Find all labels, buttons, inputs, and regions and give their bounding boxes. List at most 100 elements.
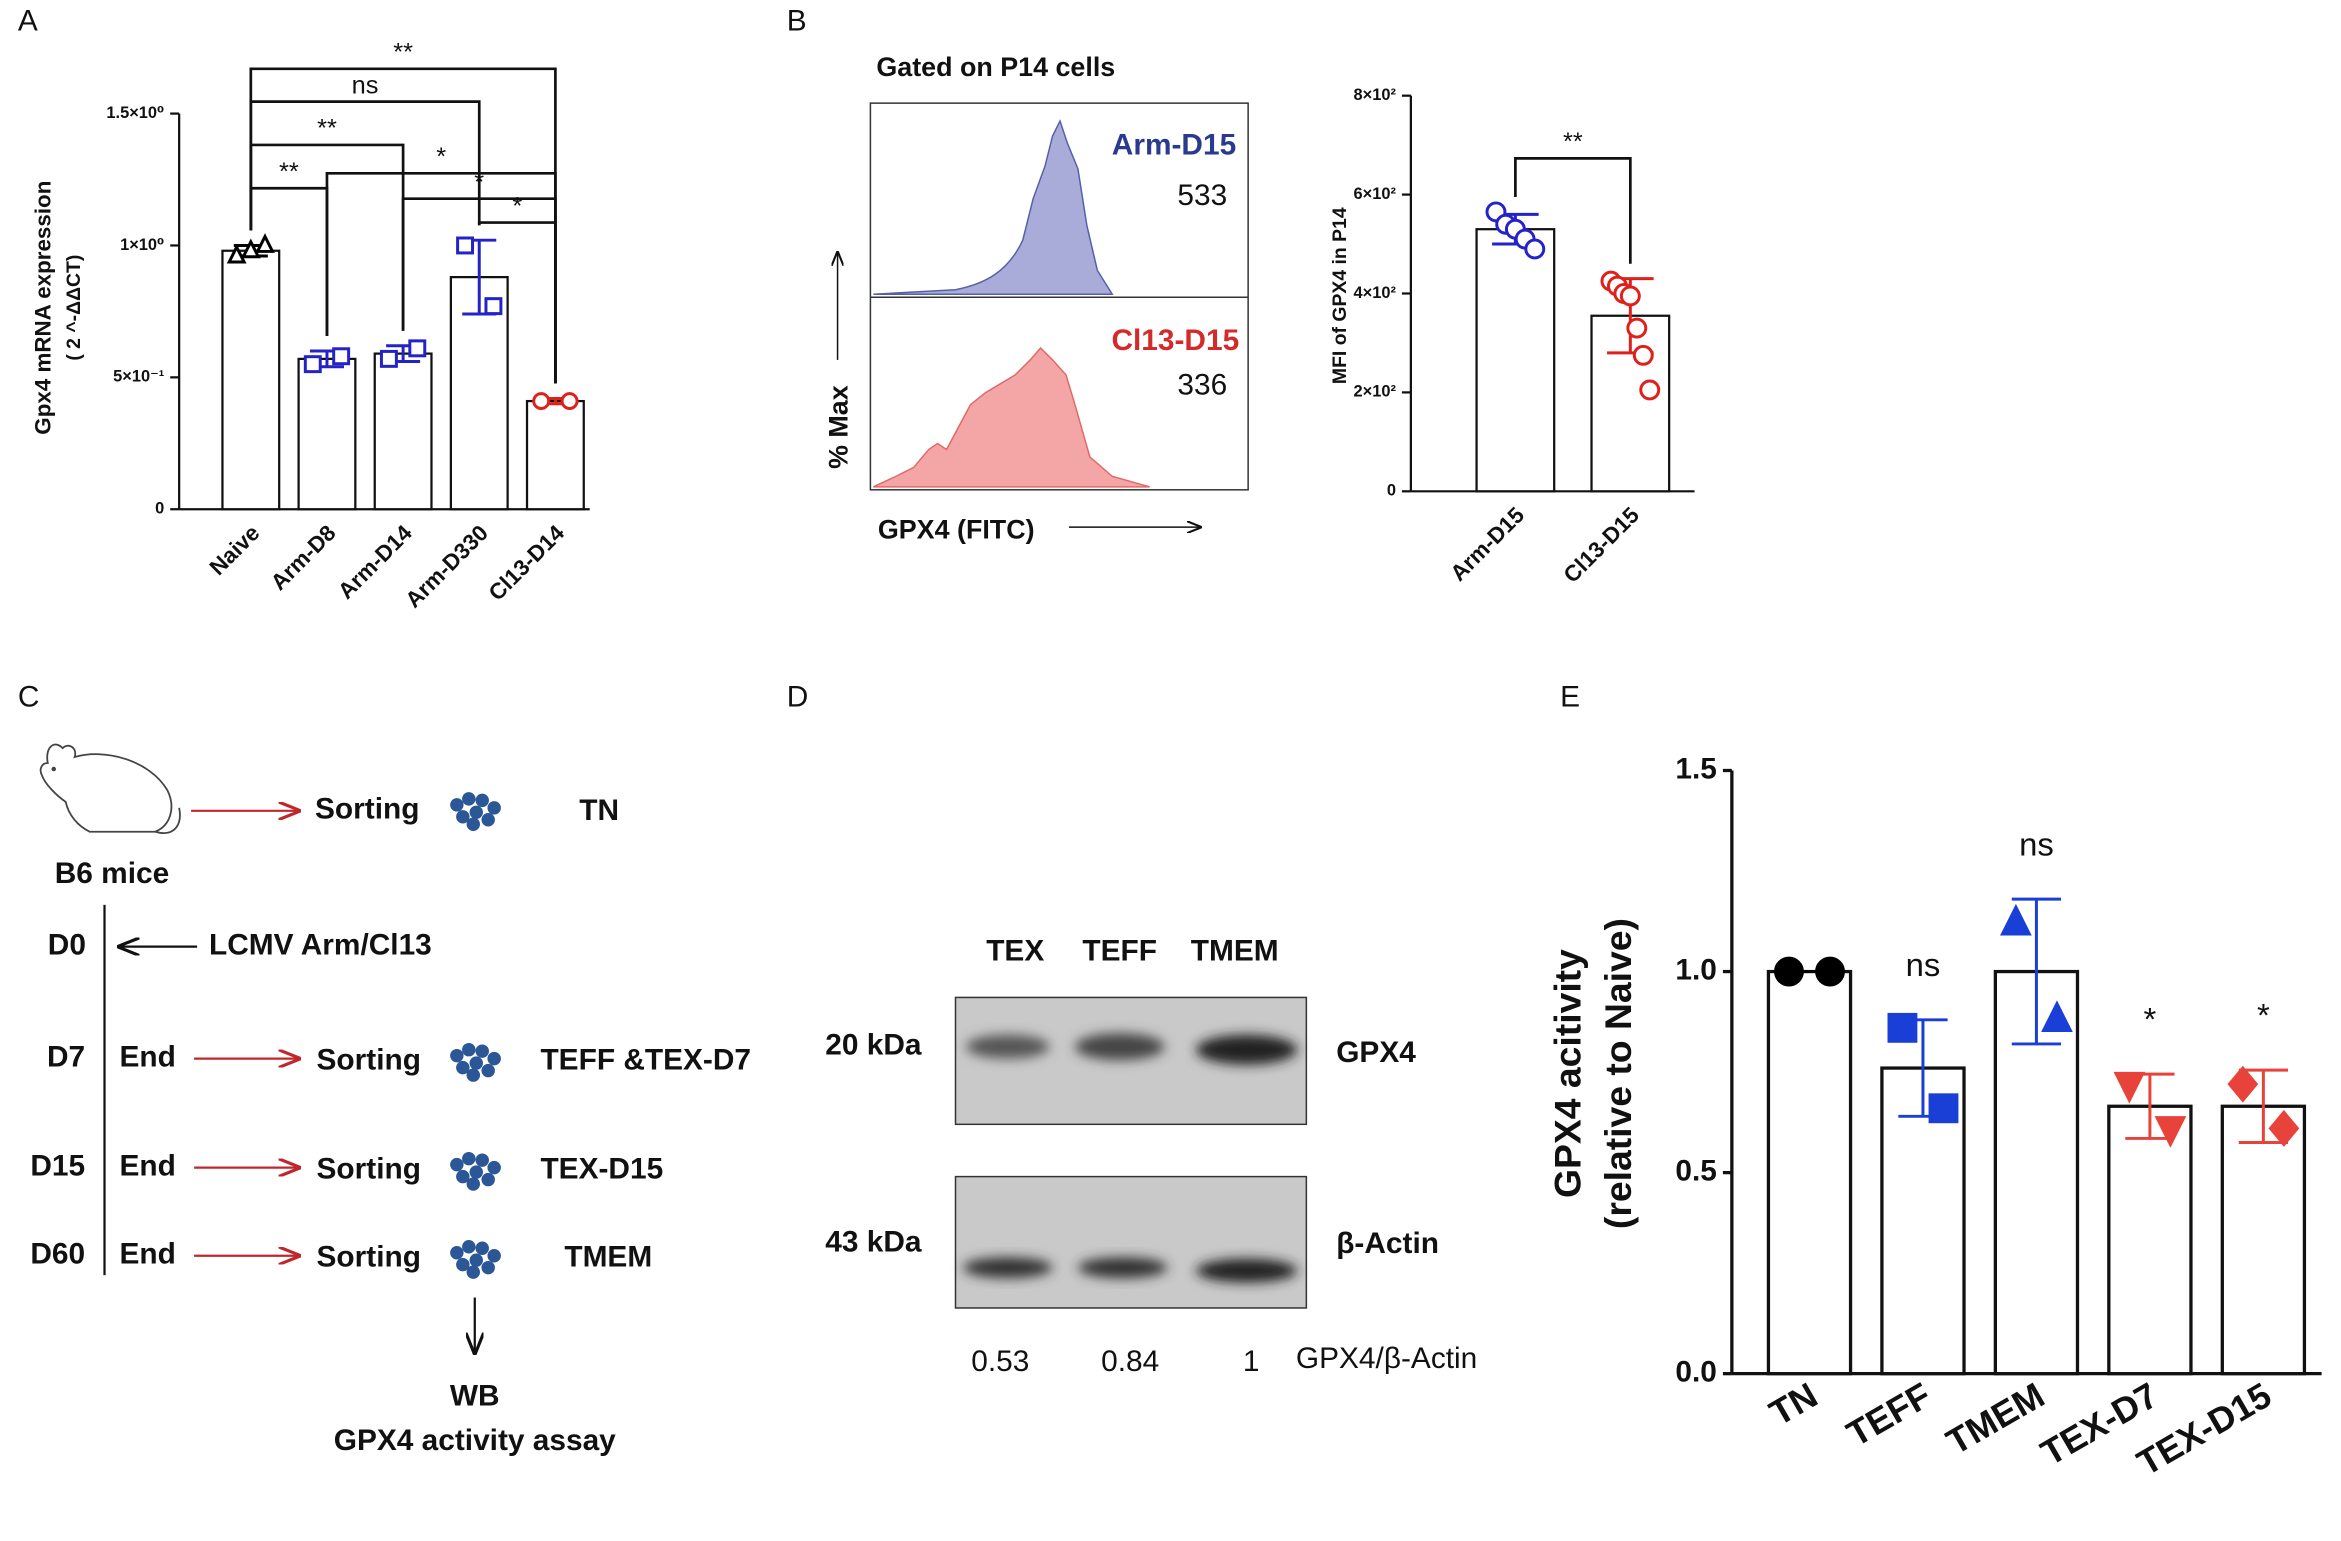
x-tick-label: Naive (205, 520, 265, 580)
action: End (119, 1041, 175, 1074)
bar-chart: 0 2×10² 4×10² 6×10² 8×10² Arm-D15 Cl13-D15 ** (1354, 86, 1695, 588)
data-point (2041, 1000, 2073, 1033)
bar (221, 249, 281, 511)
x-tick-label: Cl13-D14 (484, 520, 570, 606)
band-protein: β-Actin (1336, 1227, 1439, 1260)
bar (1475, 228, 1556, 493)
ratio: 0.84 (1101, 1345, 1159, 1378)
lane-label: TEX (986, 935, 1044, 968)
histogram-cl13 (873, 346, 1150, 488)
cells: TEX-D15 (540, 1153, 663, 1186)
cell-icon (450, 1042, 501, 1082)
bracket-label: ** (1563, 128, 1583, 156)
data-point (226, 243, 247, 264)
significance: * (2144, 1001, 2157, 1038)
y-tick-label: 4×10² (1354, 284, 1397, 302)
y-tick-label: 0 (1387, 482, 1396, 500)
bracket-label: ns (352, 71, 379, 99)
y-tick-label: 2×10² (1354, 383, 1397, 401)
bar (1766, 969, 1853, 1376)
data-point (332, 347, 351, 366)
day: D0 (48, 929, 86, 962)
data-point (2227, 1065, 2259, 1103)
band (1195, 1258, 1298, 1283)
data-point (1524, 238, 1546, 260)
band-size: 43 kDa (825, 1226, 922, 1259)
data-point (408, 339, 427, 358)
cells: TN (579, 794, 619, 827)
day: D60 (30, 1238, 85, 1271)
band (1195, 1034, 1298, 1065)
panel-label: A (18, 4, 38, 37)
sample-mfi: 336 (1177, 369, 1227, 402)
data-point (456, 236, 475, 255)
step: Sorting (317, 1241, 421, 1274)
y-tick-label: 8×10² (1354, 86, 1397, 104)
data-point (1632, 344, 1654, 366)
bracket-label: ** (279, 158, 299, 186)
schematic: B6 mice Sorting TN D0 LCMV Arm/Cl13 D7 En… (30, 743, 751, 1457)
data-point (1815, 956, 1845, 987)
mouse-eye (51, 766, 56, 772)
data-point (2000, 903, 2032, 936)
data-point (532, 392, 551, 411)
action: End (119, 1238, 175, 1271)
x-tick-label: Arm-D8 (266, 520, 341, 595)
bar (373, 352, 433, 511)
band (1077, 1257, 1168, 1279)
bar (449, 275, 509, 511)
x-tick-label: Cl13-D15 (1559, 502, 1644, 587)
bracket-label: ** (393, 39, 413, 67)
x-tick-label: Arm-D15 (1445, 502, 1529, 586)
bar (2107, 1104, 2193, 1376)
data-point (1928, 1093, 1959, 1124)
flow-panel: Gated on P14 cells Arm-D15 533 Cl13-D15 … (824, 52, 1249, 545)
readout: WB (450, 1379, 500, 1412)
sample-mfi: 533 (1177, 179, 1227, 212)
readout: GPX4 activity assay (334, 1424, 616, 1457)
data-point (2113, 1071, 2146, 1104)
western-blot: TEX TEFF TMEM 20 kDa GPX4 43 kDa β-Actin… (825, 935, 1477, 1379)
y-tick-label: 6×10² (1354, 185, 1397, 203)
band (962, 1257, 1053, 1279)
band-size: 20 kDa (825, 1029, 922, 1062)
band-protein: GPX4 (1336, 1036, 1416, 1069)
y-tick-label: 1×10⁰ (120, 236, 164, 254)
lane-label: TMEM (1191, 935, 1279, 968)
y-axis-label: GPX4 acitivity (1546, 949, 1588, 1198)
flow-y-label: % Max (824, 385, 854, 469)
y-tick-label: 1.5×10⁰ (106, 104, 164, 122)
x-tick-label: TMEM (1940, 1375, 2051, 1462)
cells: TEFF &TEX-D7 (540, 1044, 751, 1077)
y-tick-label: 0.5 (1675, 1155, 1716, 1188)
data-point (379, 349, 398, 368)
y-tick-label: 0.0 (1675, 1356, 1716, 1389)
flow-x-label: GPX4 (FITC) (878, 515, 1035, 545)
sample-name: Cl13-D15 (1111, 324, 1239, 357)
bracket (477, 221, 557, 384)
cell-icon (450, 792, 501, 831)
x-tick-label: Arm-D330 (401, 520, 493, 612)
blot-membrane (954, 1175, 1308, 1309)
y-tick-label: 1.0 (1675, 953, 1716, 986)
y-axis-label: Gpx4 mRNA expression (31, 181, 56, 435)
bracket-label: * (474, 168, 484, 196)
flow-title: Gated on P14 cells (876, 52, 1115, 82)
sample-name: Arm-D15 (1112, 128, 1236, 161)
panel-label: E (1560, 681, 1580, 714)
data-point (1619, 285, 1641, 307)
day: D7 (47, 1041, 85, 1074)
bracket (1514, 157, 1632, 264)
action: End (119, 1150, 175, 1183)
panel-label: B (787, 4, 807, 37)
step: Sorting (317, 1044, 421, 1077)
significance: * (2257, 996, 2270, 1033)
cell-icon (450, 1240, 501, 1279)
data-point (560, 392, 579, 411)
ratio: 0.53 (971, 1345, 1029, 1378)
ratio: 1 (1243, 1345, 1260, 1378)
y-axis-unit: (relative to Naive) (1597, 918, 1639, 1229)
panel-label: D (787, 681, 809, 714)
data-point (255, 233, 275, 253)
